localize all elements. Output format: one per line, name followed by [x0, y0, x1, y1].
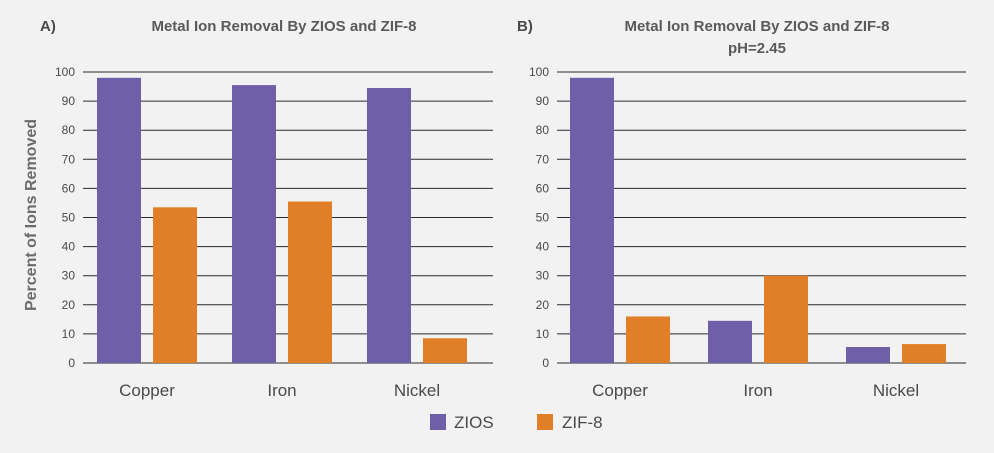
y-tick-label: 20 — [536, 298, 550, 312]
bar-zios-copper — [97, 77, 141, 363]
bar-zios-nickel — [367, 88, 411, 363]
y-tick-label: 30 — [536, 269, 550, 283]
bar-zif8-nickel — [423, 338, 467, 363]
x-tick-label: Nickel — [873, 381, 919, 400]
y-tick-label: 100 — [55, 65, 75, 79]
y-tick-label: 60 — [62, 181, 76, 195]
y-axis-label: Percent of Ions Removed — [23, 119, 40, 311]
panel-b-plot: 0 10 20 30 40 50 60 70 80 90 100 Copper Iron Nickel — [529, 65, 966, 400]
x-tick-label: Iron — [267, 381, 296, 400]
y-tick-label: 50 — [536, 211, 550, 225]
x-tick-label: Copper — [119, 381, 175, 400]
y-tick-label: 10 — [62, 327, 76, 341]
x-tick-label: Iron — [743, 381, 772, 400]
bar-zif8-iron — [288, 201, 332, 363]
panel-a-plot: 0 10 20 30 40 50 60 70 80 90 100 Copper Iron Nickel — [55, 65, 493, 400]
y-tick-label: 80 — [62, 123, 76, 137]
legend-label-zif8: ZIF-8 — [562, 413, 603, 432]
bar-zif8-copper — [626, 316, 670, 363]
panel-b-title: Metal Ion Removal By ZIOS and ZIF-8 — [624, 18, 889, 35]
y-tick-label: 90 — [62, 94, 76, 108]
y-tick-label: 80 — [536, 123, 550, 137]
y-tick-label: 40 — [536, 240, 550, 254]
y-tick-label: 60 — [536, 181, 550, 195]
bar-zif8-copper — [153, 207, 197, 363]
y-tick-label: 30 — [62, 269, 76, 283]
panel-b-subtitle: pH=2.45 — [728, 40, 786, 57]
y-tick-label: 70 — [62, 152, 76, 166]
bar-zios-nickel — [846, 346, 890, 363]
y-tick-label: 0 — [68, 356, 75, 370]
panel-a-label: A) — [40, 18, 56, 35]
y-tick-label: 50 — [62, 211, 76, 225]
legend-swatch-zios — [430, 414, 446, 430]
panel-b-label: B) — [517, 18, 533, 35]
y-tick-label: 20 — [62, 298, 76, 312]
y-tick-label: 40 — [62, 240, 76, 254]
bar-zif8-nickel — [902, 344, 946, 363]
y-tick-label: 100 — [529, 65, 549, 79]
legend-label-zios: ZIOS — [454, 413, 494, 432]
bar-zios-iron — [708, 320, 752, 363]
panel-a-title: Metal Ion Removal By ZIOS and ZIF-8 — [151, 18, 416, 35]
y-tick-label: 90 — [536, 94, 550, 108]
x-tick-label: Nickel — [394, 381, 440, 400]
y-tick-label: 10 — [536, 327, 550, 341]
legend: ZIOS ZIF-8 — [430, 413, 603, 432]
bar-zios-copper — [570, 77, 614, 363]
legend-swatch-zif8 — [537, 414, 553, 430]
bar-zios-iron — [232, 85, 276, 363]
y-tick-label: 0 — [542, 356, 549, 370]
y-tick-label: 70 — [536, 152, 550, 166]
bar-zif8-iron — [764, 275, 808, 363]
x-tick-label: Copper — [592, 381, 648, 400]
